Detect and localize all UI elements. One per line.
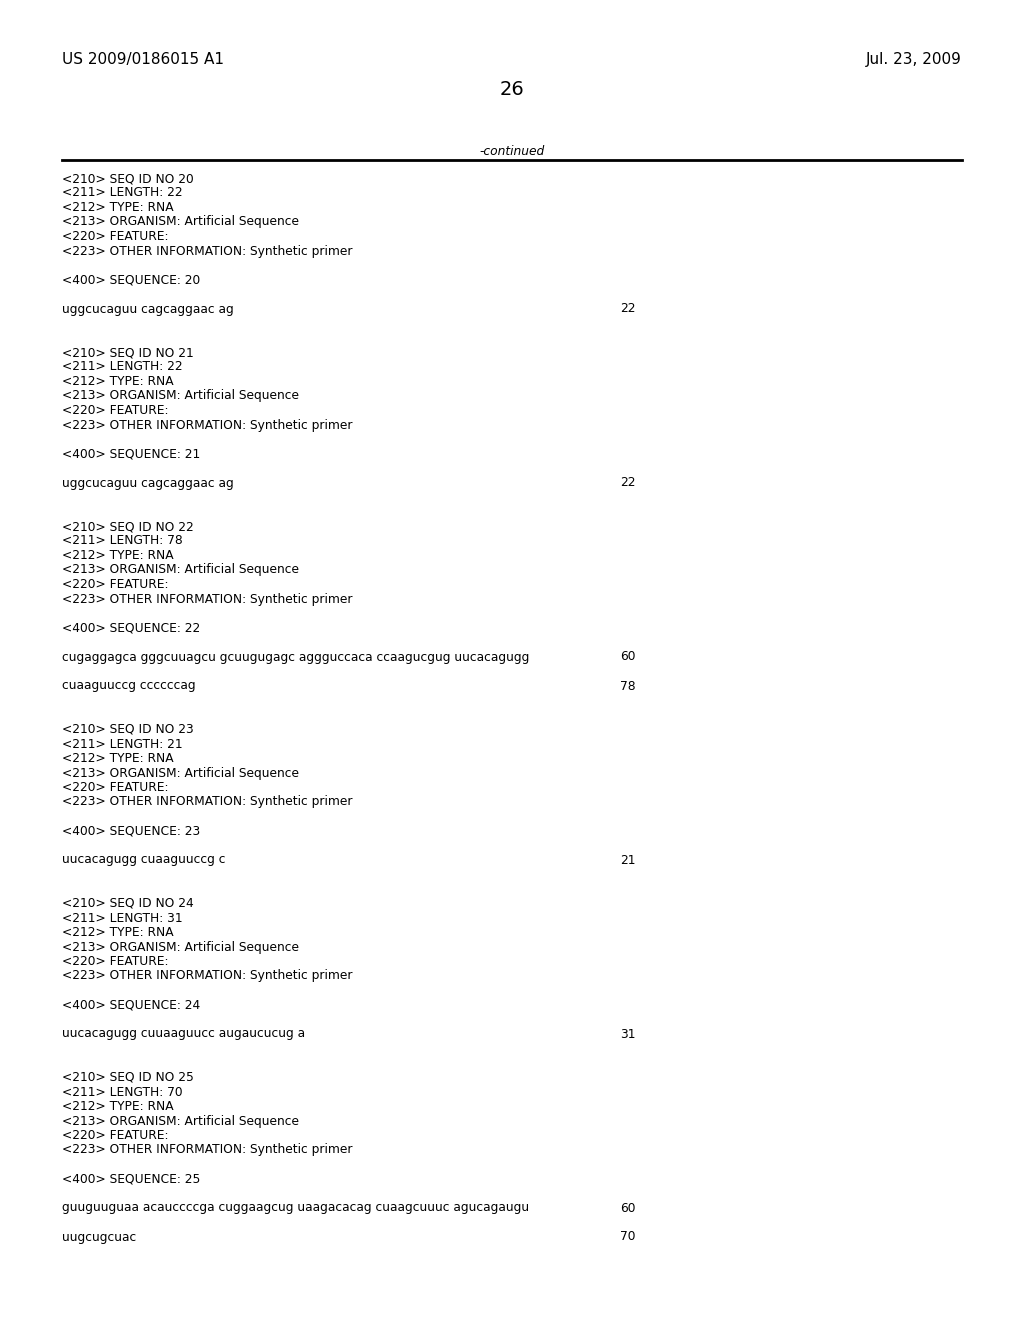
Text: 22: 22 [620,477,636,490]
Text: <223> OTHER INFORMATION: Synthetic primer: <223> OTHER INFORMATION: Synthetic prime… [62,244,352,257]
Text: <213> ORGANISM: Artificial Sequence: <213> ORGANISM: Artificial Sequence [62,940,299,953]
Text: -continued: -continued [479,145,545,158]
Text: <211> LENGTH: 22: <211> LENGTH: 22 [62,360,182,374]
Text: <223> OTHER INFORMATION: Synthetic primer: <223> OTHER INFORMATION: Synthetic prime… [62,1143,352,1156]
Text: <213> ORGANISM: Artificial Sequence: <213> ORGANISM: Artificial Sequence [62,564,299,577]
Text: uggcucaguu cagcaggaac ag: uggcucaguu cagcaggaac ag [62,302,233,315]
Text: uugcugcuac: uugcugcuac [62,1230,136,1243]
Text: <212> TYPE: RNA: <212> TYPE: RNA [62,549,174,562]
Text: <210> SEQ ID NO 21: <210> SEQ ID NO 21 [62,346,194,359]
Text: <400> SEQUENCE: 22: <400> SEQUENCE: 22 [62,622,201,635]
Text: <210> SEQ ID NO 24: <210> SEQ ID NO 24 [62,898,194,909]
Text: <400> SEQUENCE: 21: <400> SEQUENCE: 21 [62,447,201,461]
Text: <211> LENGTH: 21: <211> LENGTH: 21 [62,738,182,751]
Text: <210> SEQ ID NO 22: <210> SEQ ID NO 22 [62,520,194,533]
Text: <220> FEATURE:: <220> FEATURE: [62,781,169,795]
Text: <220> FEATURE:: <220> FEATURE: [62,954,169,968]
Text: <223> OTHER INFORMATION: Synthetic primer: <223> OTHER INFORMATION: Synthetic prime… [62,796,352,808]
Text: <210> SEQ ID NO 23: <210> SEQ ID NO 23 [62,723,194,737]
Text: <220> FEATURE:: <220> FEATURE: [62,404,169,417]
Text: <211> LENGTH: 70: <211> LENGTH: 70 [62,1085,182,1098]
Text: <211> LENGTH: 78: <211> LENGTH: 78 [62,535,182,548]
Text: 22: 22 [620,302,636,315]
Text: <213> ORGANISM: Artificial Sequence: <213> ORGANISM: Artificial Sequence [62,215,299,228]
Text: 21: 21 [620,854,636,866]
Text: <212> TYPE: RNA: <212> TYPE: RNA [62,201,174,214]
Text: <400> SEQUENCE: 23: <400> SEQUENCE: 23 [62,825,201,837]
Text: <400> SEQUENCE: 20: <400> SEQUENCE: 20 [62,273,201,286]
Text: uucacagugg cuuaaguucc augaucucug a: uucacagugg cuuaaguucc augaucucug a [62,1027,305,1040]
Text: <223> OTHER INFORMATION: Synthetic primer: <223> OTHER INFORMATION: Synthetic prime… [62,418,352,432]
Text: <400> SEQUENCE: 24: <400> SEQUENCE: 24 [62,998,201,1011]
Text: 31: 31 [620,1027,636,1040]
Text: 26: 26 [500,81,524,99]
Text: Jul. 23, 2009: Jul. 23, 2009 [866,51,962,67]
Text: 70: 70 [620,1230,636,1243]
Text: <210> SEQ ID NO 25: <210> SEQ ID NO 25 [62,1071,194,1084]
Text: <212> TYPE: RNA: <212> TYPE: RNA [62,752,174,766]
Text: <220> FEATURE:: <220> FEATURE: [62,1129,169,1142]
Text: <220> FEATURE:: <220> FEATURE: [62,578,169,591]
Text: uggcucaguu cagcaggaac ag: uggcucaguu cagcaggaac ag [62,477,233,490]
Text: <213> ORGANISM: Artificial Sequence: <213> ORGANISM: Artificial Sequence [62,389,299,403]
Text: <211> LENGTH: 22: <211> LENGTH: 22 [62,186,182,199]
Text: <211> LENGTH: 31: <211> LENGTH: 31 [62,912,182,924]
Text: <212> TYPE: RNA: <212> TYPE: RNA [62,375,174,388]
Text: cugaggagca gggcuuagcu gcuugugagc aggguccaca ccaagucgug uucacagugg: cugaggagca gggcuuagcu gcuugugagc agggucc… [62,651,529,664]
Text: <220> FEATURE:: <220> FEATURE: [62,230,169,243]
Text: <213> ORGANISM: Artificial Sequence: <213> ORGANISM: Artificial Sequence [62,1114,299,1127]
Text: 60: 60 [620,1201,636,1214]
Text: guuguuguaa acauccccga cuggaagcug uaagacacag cuaagcuuuc agucagaugu: guuguuguaa acauccccga cuggaagcug uaagaca… [62,1201,529,1214]
Text: <223> OTHER INFORMATION: Synthetic primer: <223> OTHER INFORMATION: Synthetic prime… [62,969,352,982]
Text: cuaaguuccg ccccccag: cuaaguuccg ccccccag [62,680,196,693]
Text: 78: 78 [620,680,636,693]
Text: 60: 60 [620,651,636,664]
Text: <400> SEQUENCE: 25: <400> SEQUENCE: 25 [62,1172,201,1185]
Text: <223> OTHER INFORMATION: Synthetic primer: <223> OTHER INFORMATION: Synthetic prime… [62,593,352,606]
Text: <210> SEQ ID NO 20: <210> SEQ ID NO 20 [62,172,194,185]
Text: <213> ORGANISM: Artificial Sequence: <213> ORGANISM: Artificial Sequence [62,767,299,780]
Text: uucacagugg cuaaguuccg c: uucacagugg cuaaguuccg c [62,854,225,866]
Text: <212> TYPE: RNA: <212> TYPE: RNA [62,1100,174,1113]
Text: <212> TYPE: RNA: <212> TYPE: RNA [62,927,174,939]
Text: US 2009/0186015 A1: US 2009/0186015 A1 [62,51,224,67]
